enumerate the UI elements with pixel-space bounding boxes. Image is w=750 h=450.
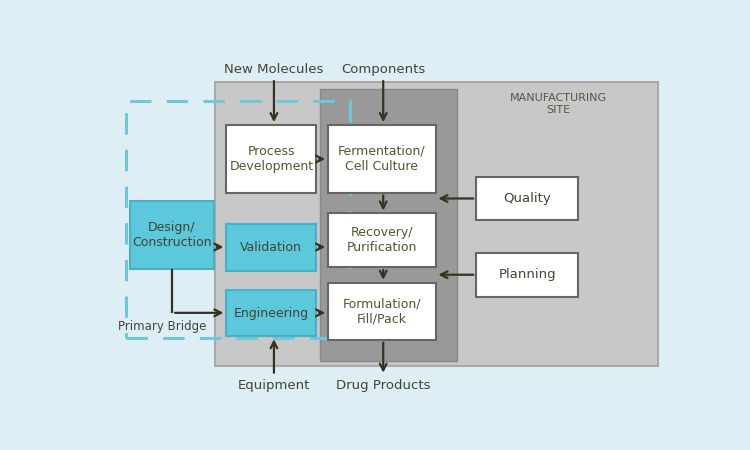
Text: Primary Bridge: Primary Bridge [118,320,206,333]
Bar [476,177,578,220]
Text: Components: Components [341,63,425,76]
Bar [328,213,436,267]
Text: Planning: Planning [498,268,556,281]
Text: Formulation/
Fill/Pack: Formulation/ Fill/Pack [343,297,421,325]
Bar [320,89,457,360]
Bar [476,253,578,297]
Text: MANUFACTURING
SITE: MANUFACTURING SITE [510,94,608,115]
Bar [328,125,436,193]
Text: Engineering: Engineering [234,306,309,320]
Text: Quality: Quality [503,192,551,205]
Text: Design/
Construction: Design/ Construction [132,221,212,249]
Text: Process
Development: Process Development [230,145,314,173]
Bar [226,290,316,337]
Bar [126,101,350,338]
Text: Recovery/
Purification: Recovery/ Purification [346,226,417,254]
Bar [328,283,436,340]
Text: Equipment: Equipment [238,379,310,392]
Text: Fermentation/
Cell Culture: Fermentation/ Cell Culture [338,145,425,173]
Text: New Molecules: New Molecules [224,63,324,76]
Bar [226,125,316,193]
Bar [214,82,658,366]
Text: Validation: Validation [241,241,302,254]
Text: Drug Products: Drug Products [336,379,430,392]
Bar [226,224,316,270]
Bar [130,201,214,269]
